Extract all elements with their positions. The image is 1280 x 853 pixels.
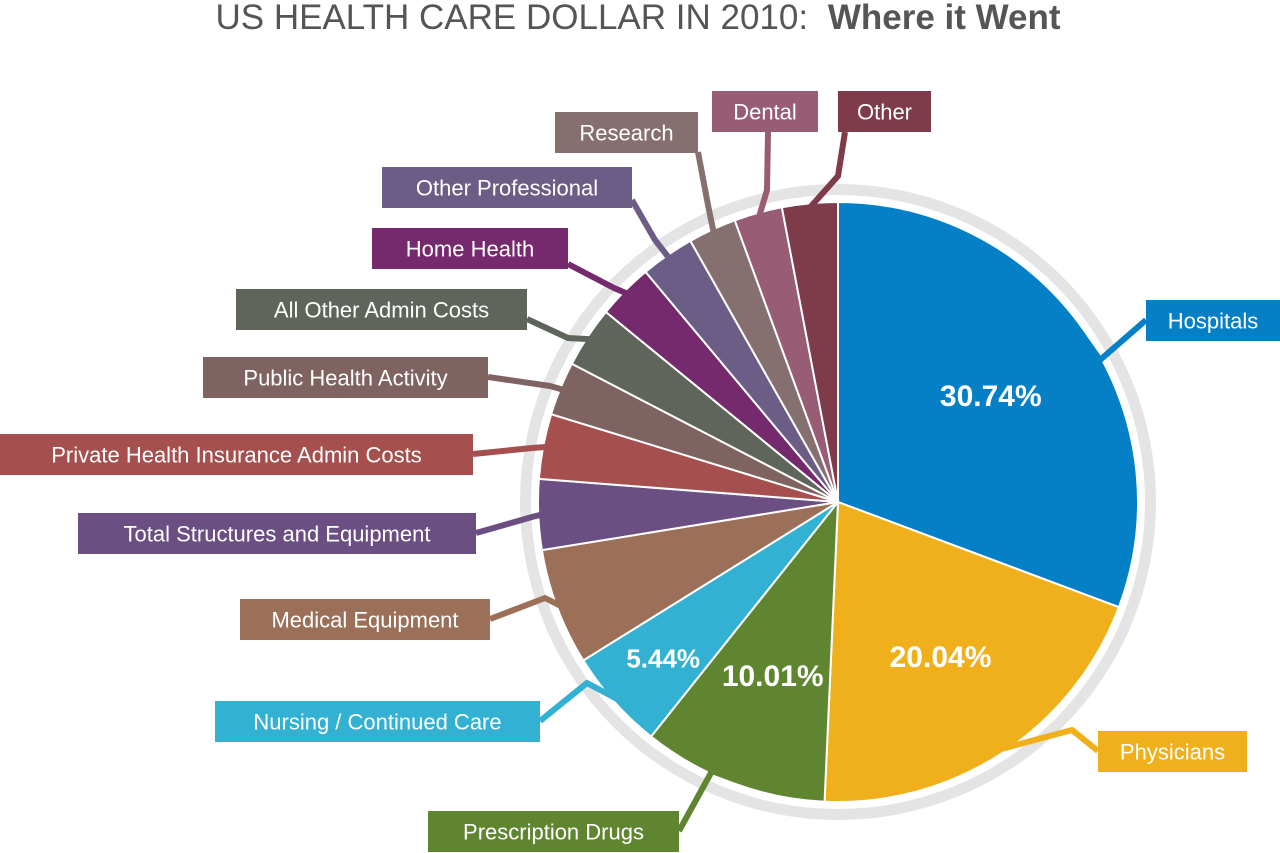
callout-label-private-health-insurance-admin-costs: Private Health Insurance Admin Costs <box>51 443 422 468</box>
leader-line-private-health-insurance-admin-costs <box>472 443 548 457</box>
callout-box-medical-equipment <box>240 599 490 640</box>
callout-label-public-health-activity: Public Health Activity <box>243 366 447 391</box>
callout-label-physicians: Physicians <box>1120 740 1225 765</box>
callout-box-nursing-continued-care <box>215 701 540 742</box>
pie-slices <box>537 200 1139 804</box>
leader-line-physicians <box>1000 727 1100 754</box>
leader-line-other <box>807 131 848 210</box>
callout-label-hospitals: Hospitals <box>1168 309 1258 334</box>
leader-line-dental <box>756 131 771 218</box>
callout-label-home-health: Home Health <box>406 237 534 262</box>
leader-line-all-other-admin-costs <box>525 316 591 343</box>
percent-labels: 30.74% 20.04% 10.01% 5.44% <box>626 380 1041 693</box>
callout-box-home-health <box>372 228 568 269</box>
leader-line-medical-equipment <box>488 595 563 622</box>
pie-slice-hospitals <box>837 200 1139 609</box>
callout-box-private-health-insurance-admin-costs <box>0 434 473 475</box>
callout-box-other <box>838 91 931 132</box>
callout-box-all-other-admin-costs <box>236 289 527 330</box>
percent-label-hospitals: 30.74% <box>940 380 1042 413</box>
callout-label-all-other-admin-costs: All Other Admin Costs <box>274 298 489 323</box>
callout-box-public-health-activity <box>203 357 488 398</box>
callout-label-total-structures-and-equipment: Total Structures and Equipment <box>124 522 431 547</box>
pie-slice-prescription-drugs <box>649 498 840 803</box>
percent-label-physicians: 20.04% <box>890 641 992 674</box>
leader-lines <box>472 131 1148 833</box>
callout-label-prescription-drugs: Prescription Drugs <box>463 820 644 845</box>
callout-label-other: Other <box>857 100 912 125</box>
leader-line-prescription-drugs <box>676 768 736 833</box>
callout-label-medical-equipment: Medical Equipment <box>271 608 458 633</box>
callout-box-hospitals <box>1146 300 1280 341</box>
callout-box-other-professional <box>382 167 632 208</box>
callout-label-nursing-continued-care: Nursing / Continued Care <box>253 710 501 735</box>
callout-box-dental <box>712 91 818 132</box>
leader-line-hospitals <box>1078 317 1148 363</box>
pie-slice-physicians <box>823 500 1121 804</box>
leader-line-public-health-activity <box>487 374 565 393</box>
leader-line-total-structures-and-equipment <box>475 511 544 536</box>
callout-box-prescription-drugs <box>428 811 679 852</box>
callout-label-research: Research <box>579 121 673 146</box>
leader-line-research <box>695 151 717 234</box>
callout-box-research <box>555 112 698 153</box>
leader-line-nursing-continued-care <box>538 680 619 724</box>
callout-label-other-professional: Other Professional <box>416 176 598 201</box>
callout-box-physicians <box>1098 731 1247 772</box>
leader-line-home-health <box>566 261 629 297</box>
callout-labels: Hospitals Physicians Prescription Drugs Nur… <box>0 91 1280 852</box>
percent-label-prescription-drugs: 10.01% <box>722 660 824 693</box>
leader-line-other-professional <box>629 198 672 261</box>
chart-title-main: US HEALTH CARE DOLLAR IN 2010: <box>215 0 808 37</box>
callout-box-total-structures-and-equipment <box>78 513 476 554</box>
chart-title-emphasis: Where it Went <box>828 0 1061 37</box>
percent-label-nursing-continued-care: 5.44% <box>626 644 700 674</box>
callout-label-dental: Dental <box>733 100 797 125</box>
chart-title: US HEALTH CARE DOLLAR IN 2010: Where it … <box>215 0 1060 37</box>
